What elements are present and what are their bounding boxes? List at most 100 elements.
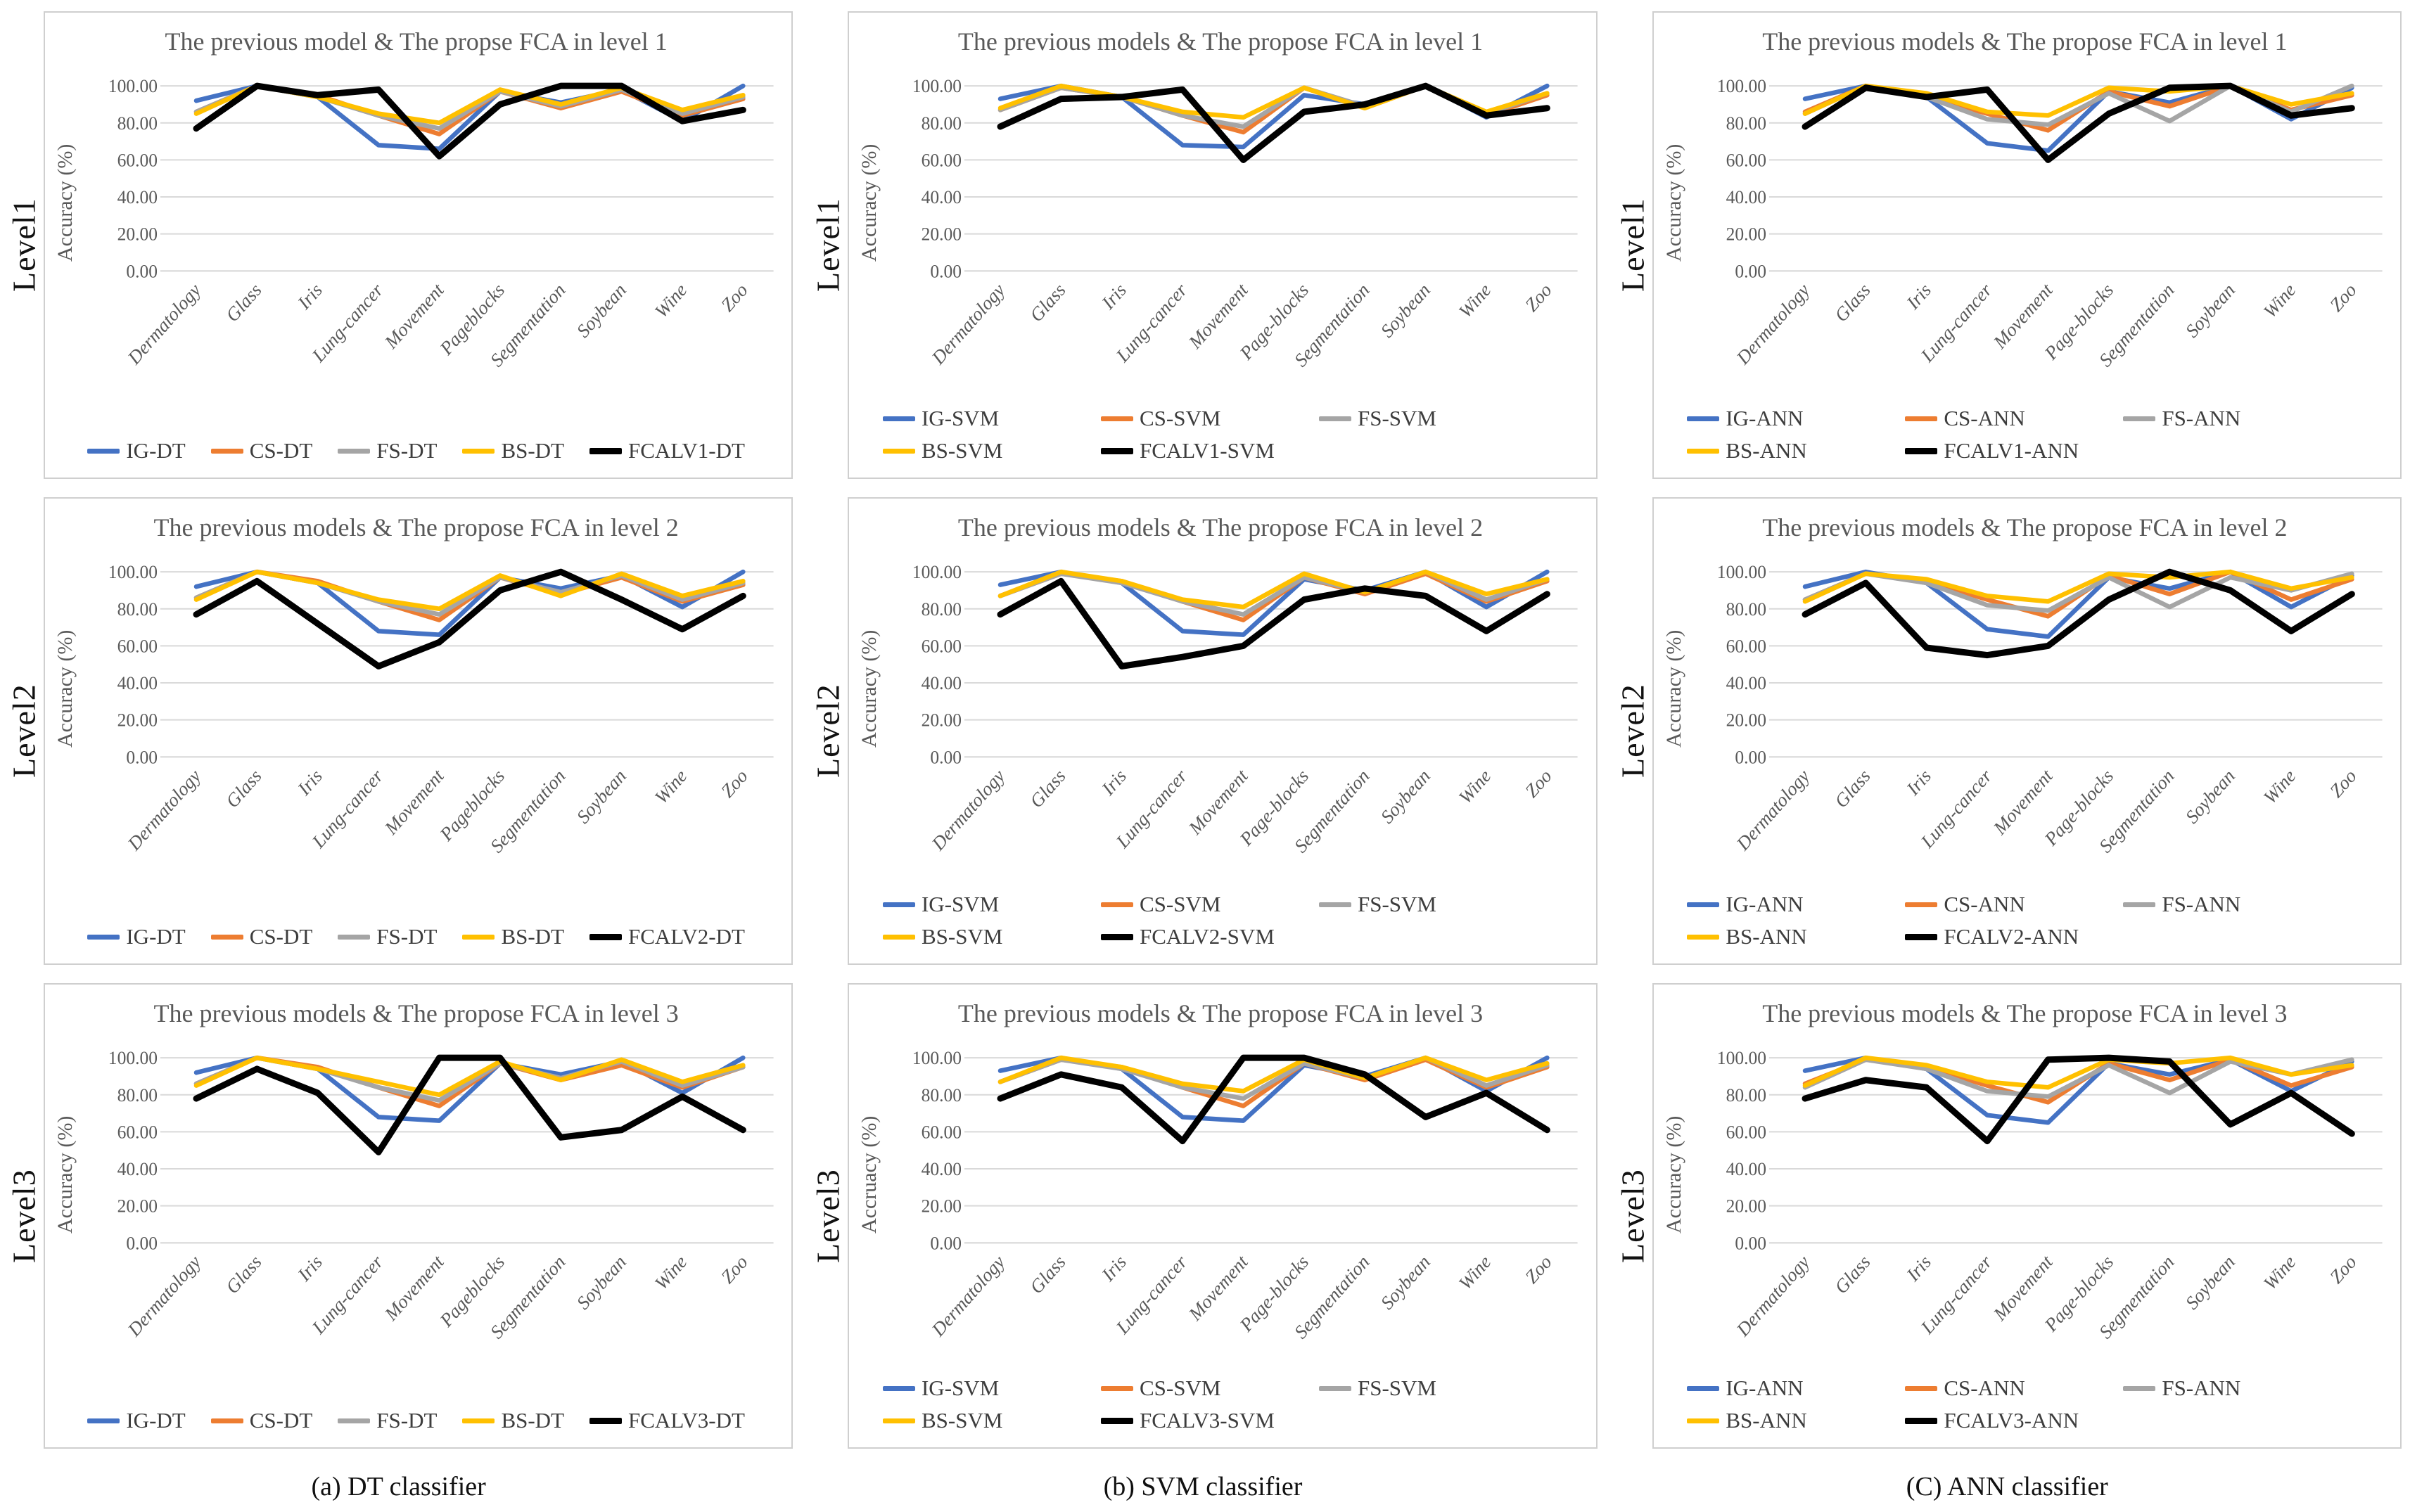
legend-label: FCALV1-SVM xyxy=(1139,438,1275,463)
svg-text:Wine: Wine xyxy=(1455,765,1496,808)
svg-text:80.00: 80.00 xyxy=(922,1085,962,1106)
legend-label: FS-SVM xyxy=(1357,406,1436,430)
chart-box: The previous models & The propose FCA in… xyxy=(44,497,793,965)
svg-text:Dermatology: Dermatology xyxy=(123,765,205,854)
svg-text:80.00: 80.00 xyxy=(922,113,962,134)
legend-item: CS-DT xyxy=(210,1408,312,1433)
chart-panel-svm-level1: Level1 The previous models & The propose… xyxy=(808,11,1598,479)
legend-item: CS-DT xyxy=(210,924,313,949)
legend-item: FS-ANN xyxy=(2123,892,2341,917)
svg-text:100.00: 100.00 xyxy=(912,562,962,582)
svg-text:100.00: 100.00 xyxy=(912,1048,962,1068)
legend-swatch xyxy=(1100,1417,1133,1424)
y-axis-label: Accruacy (%) xyxy=(857,1115,881,1234)
legend-item: IG-DT xyxy=(87,438,186,463)
legend-row: IG-ANN CS-ANN FS-ANN xyxy=(1687,406,2362,431)
legend-item: IG-SVM xyxy=(882,1376,1101,1401)
svg-text:20.00: 20.00 xyxy=(117,224,158,244)
legend-swatch xyxy=(589,447,623,454)
plot-area: 100.00 80.00 60.00 40.00 20.00 0.00Dermatolog… xyxy=(1716,1048,2383,1343)
svg-text:80.00: 80.00 xyxy=(117,113,158,134)
legend-label: FCALV3-SVM xyxy=(1139,1408,1275,1433)
legend-swatch xyxy=(1905,1417,1938,1424)
legend-label: FCALV1-ANN xyxy=(1944,438,2079,463)
svg-text:Dermatology: Dermatology xyxy=(123,1251,205,1340)
legend-item: BS-ANN xyxy=(1687,1408,1905,1433)
row-label-level2: Level2 xyxy=(1614,684,1651,779)
legend-swatch xyxy=(882,934,915,940)
legend-swatch xyxy=(1905,416,1938,421)
svg-text:100.00: 100.00 xyxy=(1716,1048,1766,1068)
plot-area: 100.00 80.00 60.00 40.00 20.00 0.00Dermatolog… xyxy=(1716,76,2383,371)
legend-swatch xyxy=(338,448,371,454)
legend-row: BS-SVM FCALV2-SVM xyxy=(882,924,1558,949)
svg-text:Soybean: Soybean xyxy=(573,1251,630,1314)
legend-label: FCALV3-ANN xyxy=(1944,1408,2079,1433)
legend-item: BS-DT xyxy=(462,1408,564,1433)
chart-panel-ann-level1: Level1 The previous models & The propose… xyxy=(1613,11,2402,479)
legend-label: CS-ANN xyxy=(1944,892,2025,916)
legend-swatch xyxy=(1905,447,1938,454)
svg-text:Iris: Iris xyxy=(1097,765,1130,800)
row-label-level3: Level3 xyxy=(810,1169,846,1263)
svg-text:60.00: 60.00 xyxy=(922,1122,962,1142)
svg-text:40.00: 40.00 xyxy=(117,1159,158,1179)
legend-item: CS-ANN xyxy=(1905,406,2123,431)
legend-label: IG-SVM xyxy=(921,892,1000,916)
legend-swatch xyxy=(1100,416,1133,421)
legend-row: BS-ANN FCALV1-ANN xyxy=(1687,438,2362,463)
svg-text:20.00: 20.00 xyxy=(117,1196,158,1216)
svg-text:20.00: 20.00 xyxy=(117,710,158,730)
legend: IG-ANN CS-ANN FS-ANN BS-ANN FCALV2-ANN xyxy=(1658,888,2392,958)
legend-swatch xyxy=(462,1418,495,1423)
legend-swatch xyxy=(2123,902,2156,907)
legend-swatch xyxy=(2123,416,2156,421)
legend-label: CS-SVM xyxy=(1139,892,1221,916)
svg-text:80.00: 80.00 xyxy=(117,1085,158,1106)
legend-item: FS-SVM xyxy=(1318,406,1537,431)
svg-text:Glass: Glass xyxy=(1026,279,1069,326)
legend-label: FCALV1-DT xyxy=(628,438,745,463)
legend-item: FS-ANN xyxy=(2123,1376,2341,1401)
svg-text:0.00: 0.00 xyxy=(931,261,962,281)
svg-text:60.00: 60.00 xyxy=(1726,1122,1766,1142)
legend-label: IG-SVM xyxy=(921,1376,1000,1400)
legend-label: FS-DT xyxy=(376,924,438,949)
legend-label: FCALV3-DT xyxy=(628,1408,745,1433)
legend-label: FS-SVM xyxy=(1357,1376,1436,1400)
svg-text:Glass: Glass xyxy=(1830,1251,1874,1298)
legend-label: IG-DT xyxy=(126,1408,186,1433)
legend-item: IG-ANN xyxy=(1687,406,1905,431)
legend-item: FCALV2-SVM xyxy=(1100,924,1319,949)
svg-text:Dermatology: Dermatology xyxy=(1732,1251,1813,1340)
legend-label: BS-SVM xyxy=(921,924,1003,949)
legend-label: FS-DT xyxy=(376,438,438,463)
svg-text:Glass: Glass xyxy=(1026,765,1069,812)
svg-text:Glass: Glass xyxy=(1830,279,1874,326)
legend-swatch xyxy=(1905,902,1938,907)
legend-swatch xyxy=(1687,1385,1720,1391)
svg-text:Dermatology: Dermatology xyxy=(1732,279,1813,369)
legend-item: IG-DT xyxy=(87,1408,186,1433)
chart-box: The previous models & The propose FCA in… xyxy=(44,983,793,1449)
legend-label: CS-ANN xyxy=(1944,406,2025,430)
legend-row: IG-ANN CS-ANN FS-ANN xyxy=(1687,1376,2362,1401)
svg-text:20.00: 20.00 xyxy=(922,224,962,244)
svg-text:Wine: Wine xyxy=(651,765,691,808)
y-axis-label: Accuracy (%) xyxy=(857,143,881,262)
y-axis-label: Accuracy (%) xyxy=(53,629,77,748)
svg-text:80.00: 80.00 xyxy=(922,599,962,620)
legend-label: CS-DT xyxy=(249,924,313,949)
svg-text:100.00: 100.00 xyxy=(108,1048,158,1068)
legend-item: FS-DT xyxy=(338,924,437,949)
svg-text:Soybean: Soybean xyxy=(573,279,630,342)
legend-row: BS-SVM FCALV3-SVM xyxy=(882,1408,1558,1433)
legend-row: IG-DT CS-DT FS-DT BS-DT FCALV2-DT xyxy=(87,924,745,949)
legend-label: FS-ANN xyxy=(2162,406,2241,430)
legend-item: IG-DT xyxy=(87,924,186,949)
svg-text:Zoo: Zoo xyxy=(1521,765,1556,802)
svg-text:Glass: Glass xyxy=(222,279,265,326)
legend: IG-SVM CS-SVM FS-SVM BS-SVM FCALV2-SVM xyxy=(853,888,1587,958)
svg-text:0.00: 0.00 xyxy=(1735,261,1766,281)
legend-item: BS-ANN xyxy=(1687,924,1905,949)
